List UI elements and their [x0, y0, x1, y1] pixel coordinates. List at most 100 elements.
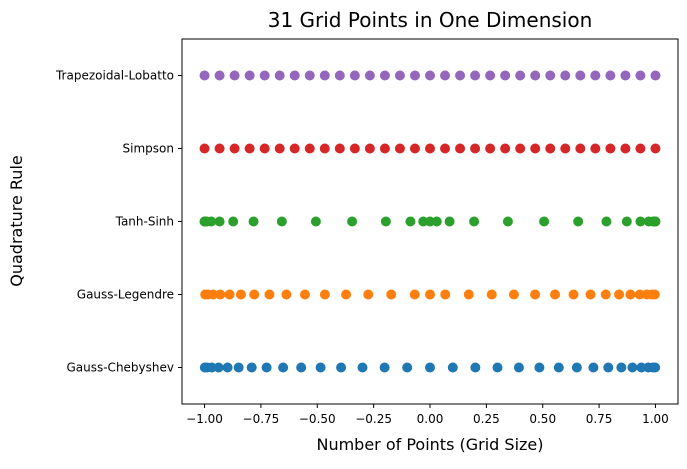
data-point	[620, 143, 631, 154]
data-point	[296, 362, 307, 373]
series-simpson	[199, 143, 661, 154]
data-point	[470, 143, 481, 154]
data-point	[560, 70, 571, 81]
data-point	[502, 216, 513, 227]
x-tick-label: 0.25	[473, 412, 500, 426]
data-point	[357, 362, 368, 373]
data-point	[530, 143, 541, 154]
data-point	[379, 143, 390, 154]
data-point	[513, 362, 524, 373]
data-point	[636, 362, 647, 373]
data-point	[600, 289, 611, 300]
data-point	[603, 362, 614, 373]
data-point	[264, 289, 275, 300]
data-point	[233, 362, 244, 373]
data-point	[379, 362, 390, 373]
y-tick-label: Gauss-Legendre	[77, 288, 174, 302]
data-point	[614, 289, 625, 300]
data-point	[244, 143, 255, 154]
data-points	[199, 70, 661, 373]
data-point	[261, 362, 272, 373]
data-point	[213, 362, 224, 373]
data-point	[259, 143, 270, 154]
data-point	[334, 143, 345, 154]
data-point	[575, 70, 586, 81]
data-point	[590, 70, 601, 81]
data-point	[229, 70, 240, 81]
data-point	[394, 143, 405, 154]
y-tick-label: Tanh-Sinh	[115, 215, 174, 229]
data-point	[363, 289, 374, 300]
data-point	[214, 216, 225, 227]
data-point	[621, 216, 632, 227]
data-point	[588, 362, 599, 373]
data-point	[425, 70, 435, 81]
data-point	[349, 143, 360, 154]
data-point	[530, 289, 541, 300]
data-point	[304, 70, 315, 81]
data-point	[545, 70, 556, 81]
x-tick-label: −0.25	[355, 412, 392, 426]
data-point	[214, 70, 225, 81]
data-point	[560, 143, 571, 154]
data-point	[289, 143, 300, 154]
data-point	[304, 143, 315, 154]
data-point	[215, 289, 226, 300]
x-tick-label: −1.00	[186, 412, 223, 426]
data-point	[545, 143, 556, 154]
y-tick-label: Trapezoidal-Lobatto	[55, 69, 174, 83]
chart-title: 31 Grid Points in One Dimension	[268, 8, 593, 32]
data-point	[278, 362, 289, 373]
data-point	[605, 143, 616, 154]
data-point	[440, 143, 451, 154]
data-point	[650, 143, 661, 154]
data-point	[349, 70, 360, 81]
data-point	[485, 143, 496, 154]
data-point	[289, 70, 300, 81]
data-point	[394, 70, 405, 81]
data-point	[336, 362, 347, 373]
x-tick-label: −0.50	[299, 412, 336, 426]
data-point	[575, 143, 586, 154]
data-point	[500, 143, 511, 154]
data-point	[409, 289, 420, 300]
data-point	[605, 70, 616, 81]
data-point	[601, 216, 612, 227]
data-point	[539, 216, 550, 227]
x-tick-label: −0.75	[243, 412, 280, 426]
data-point	[455, 70, 466, 81]
data-point	[224, 289, 235, 300]
data-point	[440, 70, 451, 81]
data-point	[650, 362, 661, 373]
data-point	[469, 216, 480, 227]
data-point	[616, 362, 627, 373]
data-point	[244, 70, 255, 81]
data-point	[319, 70, 330, 81]
x-tick-label: 0.00	[417, 412, 444, 426]
data-point	[274, 143, 285, 154]
data-point	[486, 289, 497, 300]
data-point	[625, 289, 636, 300]
data-point	[634, 289, 645, 300]
data-point	[635, 143, 646, 154]
series-gauss-chebyshev	[199, 362, 661, 373]
data-point	[573, 216, 584, 227]
data-point	[402, 362, 413, 373]
data-point	[470, 362, 481, 373]
data-point	[347, 216, 358, 227]
y-ticks: Gauss-Chebyshev Gauss-Legendre Tanh-Sinh Si…	[55, 69, 182, 375]
data-point	[228, 216, 239, 227]
data-point	[246, 362, 257, 373]
data-point	[492, 362, 503, 373]
data-point	[515, 70, 526, 81]
data-point	[627, 362, 638, 373]
data-point	[206, 216, 217, 227]
data-point	[364, 143, 375, 154]
axes-frame	[181, 38, 679, 405]
data-point	[463, 289, 474, 300]
data-point	[208, 289, 219, 300]
data-point	[364, 70, 375, 81]
y-axis-label: Quadrature Rule	[7, 155, 26, 286]
data-point	[470, 70, 481, 81]
x-tick-label: 0.50	[529, 412, 556, 426]
